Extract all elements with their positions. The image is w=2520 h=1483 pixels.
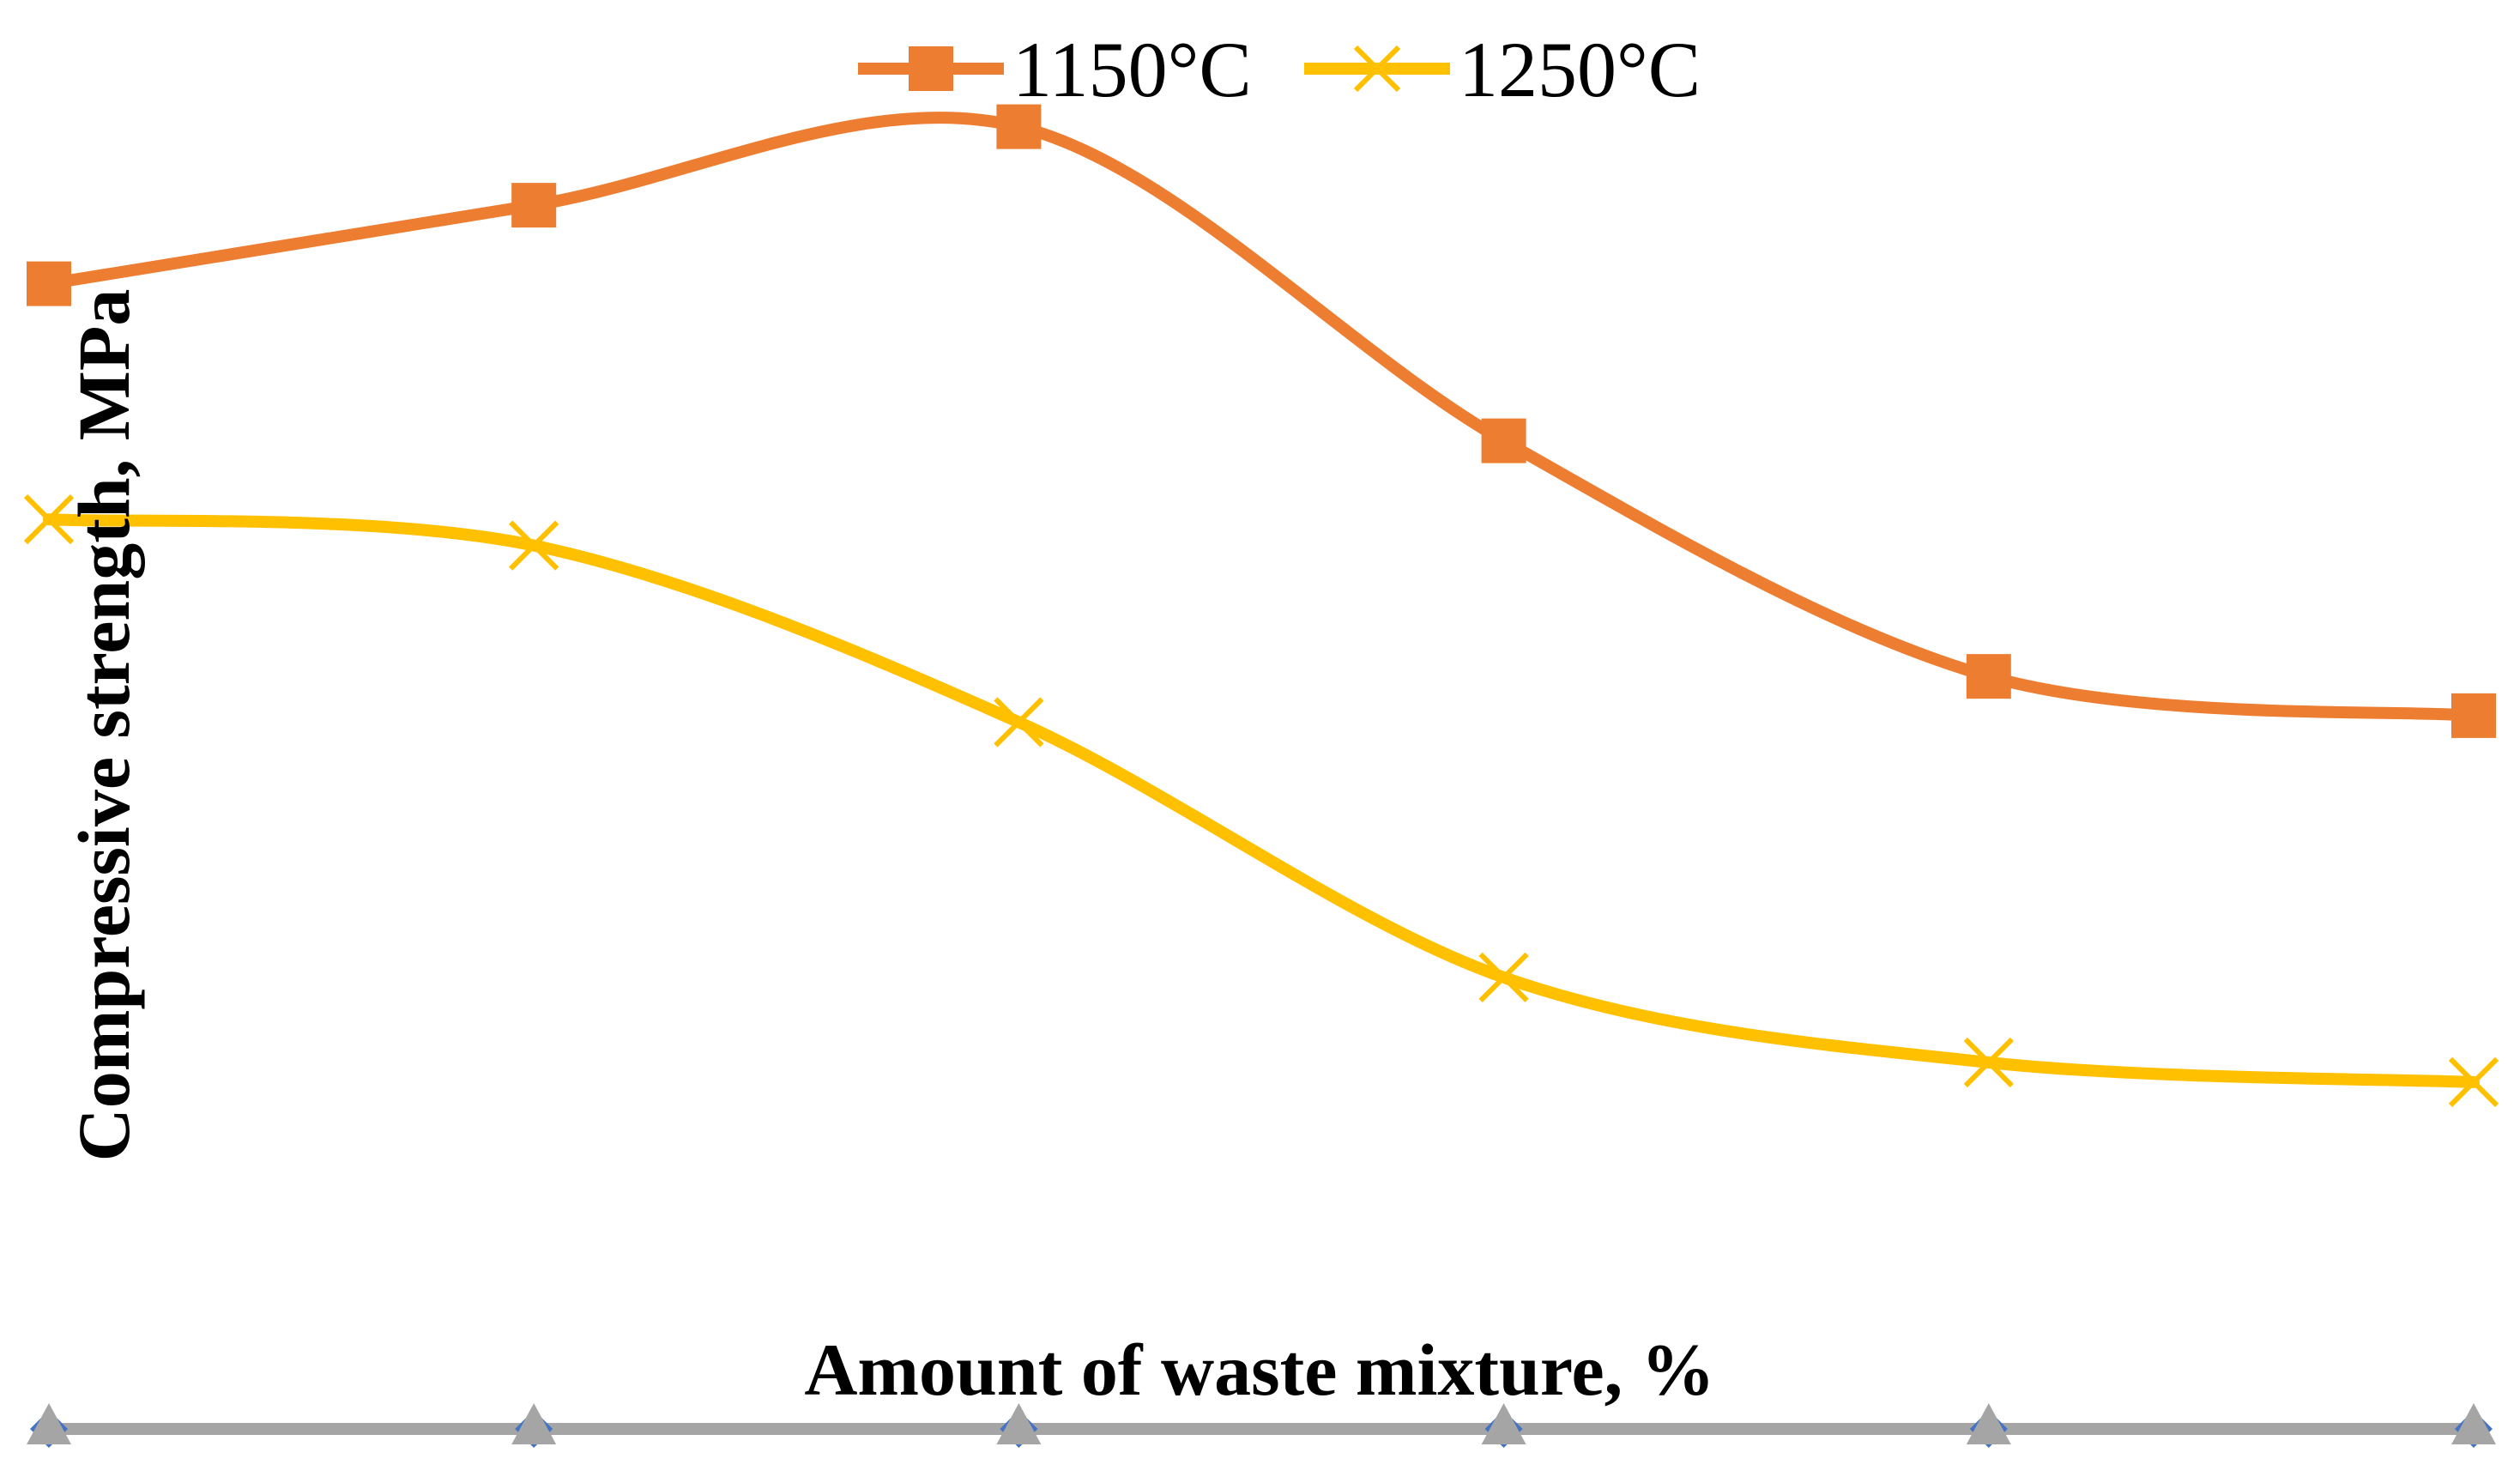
data-point-s0-1 [511, 183, 557, 228]
series-layer [23, 104, 2499, 1107]
baseline-triangle-5 [2451, 1403, 2496, 1444]
legend-marker-1150 [909, 46, 953, 91]
data-point-s0-0 [27, 261, 71, 306]
data-point-s0-3 [1481, 418, 1526, 463]
legend-marker-1250 [1353, 45, 1401, 93]
baseline-triangle-0 [27, 1403, 71, 1444]
data-point-s1-4 [1963, 1037, 2014, 1088]
baseline-triangle-4 [1966, 1403, 2011, 1444]
baseline-triangle-2 [996, 1403, 1042, 1444]
y-axis-title: Compressive strength, MPa [63, 289, 145, 1162]
data-point-s0-4 [1966, 654, 2011, 699]
series-line-1 [43, 513, 2480, 1088]
data-point-s1-2 [994, 697, 1044, 748]
legend-label-1250: 1250°C [1459, 26, 1701, 113]
baseline-layer [27, 1403, 2496, 1448]
x-axis-title: Amount of waste mixture, % [804, 1329, 1714, 1411]
baseline-triangle-1 [511, 1403, 557, 1444]
legend-label-1150: 1150°C [1012, 26, 1252, 113]
data-point-s0-5 [2451, 693, 2496, 738]
baseline-triangle-3 [1481, 1403, 1526, 1444]
data-point-s1-0 [23, 494, 75, 545]
data-point-s1-5 [2448, 1056, 2499, 1107]
data-point-s0-2 [996, 104, 1042, 149]
data-point-s1-3 [1478, 952, 1529, 1002]
data-point-s1-1 [509, 520, 559, 571]
legend: 1150°C 1250°C [858, 26, 1701, 113]
series-line-0 [43, 112, 2480, 722]
